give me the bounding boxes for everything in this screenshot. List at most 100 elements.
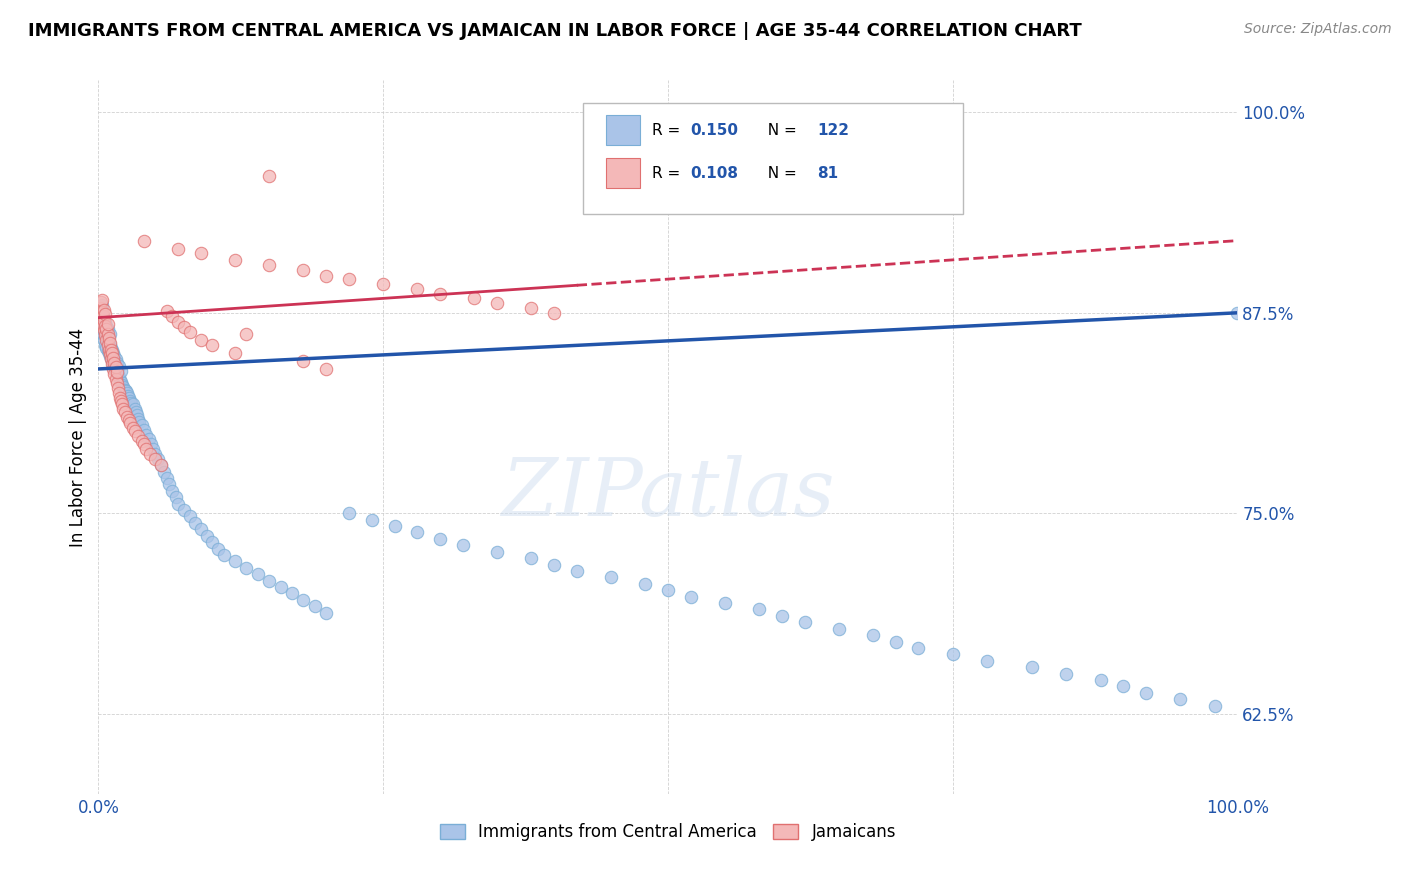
Point	[93, 333, 115, 347]
Point	[132, 437, 155, 451]
Point	[259, 169, 281, 184]
Point	[292, 262, 315, 277]
Point	[104, 352, 127, 367]
Point	[104, 371, 127, 385]
Point	[90, 301, 112, 315]
Point	[93, 323, 115, 337]
Point	[98, 349, 121, 363]
Point	[679, 590, 702, 604]
Point	[100, 352, 122, 367]
Point	[97, 346, 120, 360]
Point	[120, 417, 142, 431]
Point	[90, 306, 112, 320]
Point	[98, 326, 121, 341]
Point	[121, 421, 143, 435]
Point	[360, 513, 382, 527]
Point	[142, 442, 165, 456]
Point	[103, 362, 125, 376]
Point	[1170, 692, 1192, 706]
Point	[259, 258, 281, 272]
Point	[101, 343, 124, 357]
Point	[156, 471, 179, 485]
Point	[207, 541, 229, 556]
Point	[145, 447, 167, 461]
Point	[103, 357, 125, 371]
Point	[201, 535, 224, 549]
Point	[103, 349, 125, 363]
Text: 122: 122	[817, 123, 849, 137]
Point	[103, 346, 125, 360]
Point	[94, 318, 117, 333]
Point	[337, 272, 360, 286]
Point	[153, 465, 176, 479]
Point	[371, 277, 394, 291]
Point	[90, 310, 112, 325]
Point	[112, 402, 135, 417]
Point	[543, 558, 565, 572]
Point	[91, 309, 114, 323]
Point	[121, 397, 143, 411]
Point	[103, 360, 125, 375]
Point	[167, 315, 190, 329]
Point	[94, 326, 117, 341]
Point	[127, 429, 149, 443]
Point	[135, 442, 157, 456]
Point	[748, 602, 770, 616]
Point	[114, 383, 136, 397]
Point	[486, 296, 509, 310]
Point	[105, 365, 128, 379]
Point	[96, 318, 118, 333]
Point	[120, 394, 142, 409]
Point	[259, 574, 281, 588]
Text: R =: R =	[652, 123, 686, 137]
Point	[89, 301, 111, 315]
Point	[162, 483, 184, 498]
Point	[89, 307, 111, 321]
Point	[543, 306, 565, 320]
Text: 0.108: 0.108	[690, 166, 738, 180]
Point	[150, 458, 173, 472]
Point	[93, 314, 115, 328]
Point	[97, 343, 120, 357]
Point	[98, 347, 121, 361]
Point	[292, 592, 315, 607]
Point	[93, 312, 115, 326]
Point	[114, 405, 136, 419]
Point	[110, 375, 132, 389]
Point	[118, 391, 141, 405]
Point	[167, 242, 190, 256]
Point	[406, 282, 429, 296]
Point	[1112, 680, 1135, 694]
Text: IMMIGRANTS FROM CENTRAL AMERICA VS JAMAICAN IN LABOR FORCE | AGE 35-44 CORRELATI: IMMIGRANTS FROM CENTRAL AMERICA VS JAMAI…	[28, 22, 1081, 40]
Point	[104, 360, 127, 375]
Point	[108, 373, 131, 387]
Point	[212, 548, 235, 562]
Point	[96, 341, 118, 355]
Point	[94, 315, 117, 329]
Text: N =: N =	[758, 123, 801, 137]
Point	[190, 333, 212, 347]
Point	[101, 354, 124, 368]
Point	[96, 317, 118, 331]
Point	[90, 298, 112, 312]
Point	[179, 325, 201, 339]
Point	[281, 586, 304, 600]
Point	[315, 606, 337, 620]
Point	[1135, 686, 1157, 700]
Point	[91, 318, 114, 333]
Point	[132, 423, 155, 437]
Point	[104, 363, 127, 377]
Point	[657, 583, 679, 598]
Point	[337, 506, 360, 520]
Point	[96, 333, 118, 347]
Point	[96, 344, 118, 359]
Point	[862, 628, 884, 642]
Point	[108, 359, 131, 373]
Point	[96, 322, 118, 336]
Point	[115, 386, 138, 401]
Point	[942, 648, 965, 662]
Point	[520, 301, 543, 315]
Point	[157, 477, 180, 491]
Point	[486, 545, 509, 559]
Point	[94, 338, 117, 352]
